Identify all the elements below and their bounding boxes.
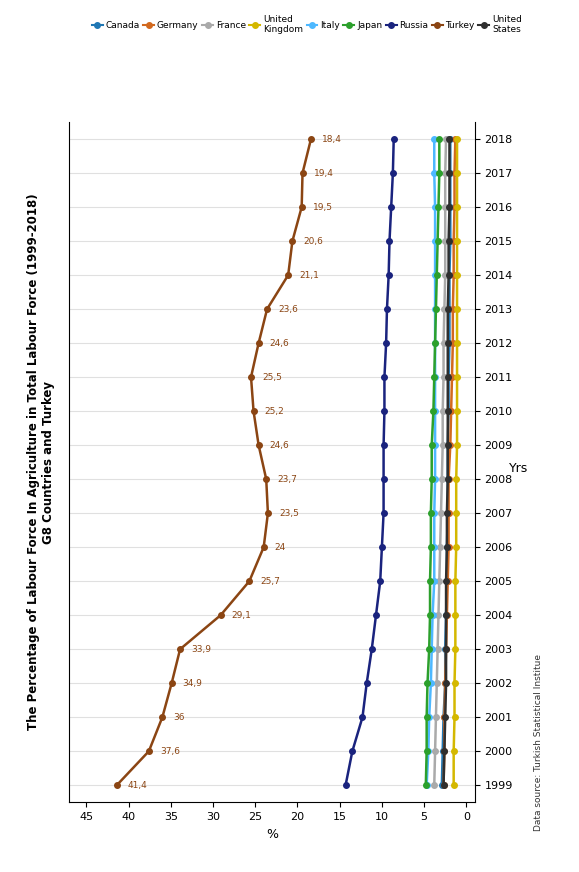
Italy: [431, 304, 438, 315]
Text: 34,9: 34,9: [183, 678, 203, 688]
Russia: [363, 678, 370, 689]
X-axis label: %: %: [266, 828, 278, 841]
Canada: [440, 712, 447, 722]
Text: 41,4: 41,4: [128, 780, 148, 790]
Japan: [422, 780, 429, 790]
Text: 36: 36: [174, 712, 185, 722]
Line: United States: United States: [441, 136, 452, 788]
United States: [444, 338, 451, 349]
United Kingdom: [451, 678, 458, 689]
United States: [444, 508, 450, 518]
Canada: [442, 678, 449, 689]
Canada: [446, 304, 453, 315]
France: [438, 474, 445, 485]
United Kingdom: [451, 712, 458, 722]
United Kingdom: [452, 610, 459, 621]
France: [433, 712, 439, 722]
Russia: [342, 780, 349, 790]
Turkey: [255, 439, 262, 450]
United Kingdom: [453, 134, 460, 145]
Germany: [451, 202, 458, 213]
Text: 23,6: 23,6: [278, 304, 298, 314]
Japan: [427, 542, 434, 553]
United States: [444, 304, 451, 315]
Text: 25,7: 25,7: [261, 576, 280, 586]
Canada: [446, 270, 453, 281]
Text: 19,4: 19,4: [314, 168, 334, 178]
Italy: [426, 712, 433, 722]
United Kingdom: [453, 474, 460, 485]
Germany: [442, 678, 449, 689]
Text: 23,7: 23,7: [277, 474, 297, 484]
Text: 24,6: 24,6: [270, 338, 290, 348]
France: [437, 542, 444, 553]
Germany: [444, 610, 450, 621]
Germany: [451, 168, 458, 179]
United States: [444, 474, 451, 485]
Japan: [424, 678, 431, 689]
United States: [445, 270, 452, 281]
Turkey: [255, 338, 262, 349]
United Kingdom: [453, 270, 460, 281]
Japan: [435, 202, 442, 213]
Turkey: [260, 542, 267, 553]
United Kingdom: [452, 644, 459, 654]
Italy: [431, 406, 438, 417]
United Kingdom: [453, 202, 460, 213]
Canada: [446, 338, 453, 349]
United States: [446, 134, 453, 145]
United States: [441, 746, 448, 756]
Canada: [444, 576, 450, 587]
Turkey: [159, 712, 166, 722]
Italy: [423, 780, 430, 790]
Italy: [431, 439, 438, 450]
Turkey: [299, 168, 306, 179]
Japan: [427, 508, 434, 518]
United Kingdom: [453, 338, 460, 349]
Russia: [385, 270, 392, 281]
Germany: [448, 406, 455, 417]
Text: 24: 24: [275, 542, 286, 552]
Turkey: [265, 508, 272, 518]
United Kingdom: [453, 542, 460, 553]
France: [440, 338, 447, 349]
Japan: [428, 439, 435, 450]
United States: [446, 168, 453, 179]
Canada: [442, 644, 449, 654]
Text: 21,1: 21,1: [299, 270, 319, 280]
Russia: [359, 712, 366, 722]
Germany: [445, 508, 452, 518]
Germany: [445, 474, 452, 485]
United Kingdom: [452, 576, 459, 587]
Canada: [447, 236, 454, 247]
Canada: [444, 474, 451, 485]
United States: [442, 644, 449, 654]
Russia: [380, 439, 387, 450]
Canada: [444, 542, 450, 553]
Text: 18,4: 18,4: [322, 134, 342, 144]
Japan: [434, 236, 441, 247]
Text: The Percentage of Labour Force In Agriculture in Total Labour Force (1999-2018)
: The Percentage of Labour Force In Agricu…: [27, 194, 54, 731]
France: [442, 236, 449, 247]
Russia: [390, 168, 397, 179]
Japan: [431, 338, 438, 349]
Canada: [444, 508, 451, 518]
France: [442, 202, 449, 213]
France: [433, 678, 440, 689]
Text: 20,6: 20,6: [303, 236, 324, 246]
Turkey: [217, 610, 224, 621]
Italy: [428, 644, 435, 654]
Japan: [431, 372, 438, 383]
Russia: [379, 542, 386, 553]
Italy: [427, 678, 434, 689]
Canada: [445, 372, 452, 383]
Japan: [436, 134, 443, 145]
United States: [445, 236, 452, 247]
France: [431, 780, 438, 790]
Y-axis label: Yrs: Yrs: [509, 462, 528, 475]
Russia: [390, 134, 397, 145]
Germany: [444, 576, 451, 587]
France: [441, 304, 448, 315]
Line: United Kingdom: United Kingdom: [451, 136, 460, 788]
Line: Turkey: Turkey: [114, 136, 314, 788]
